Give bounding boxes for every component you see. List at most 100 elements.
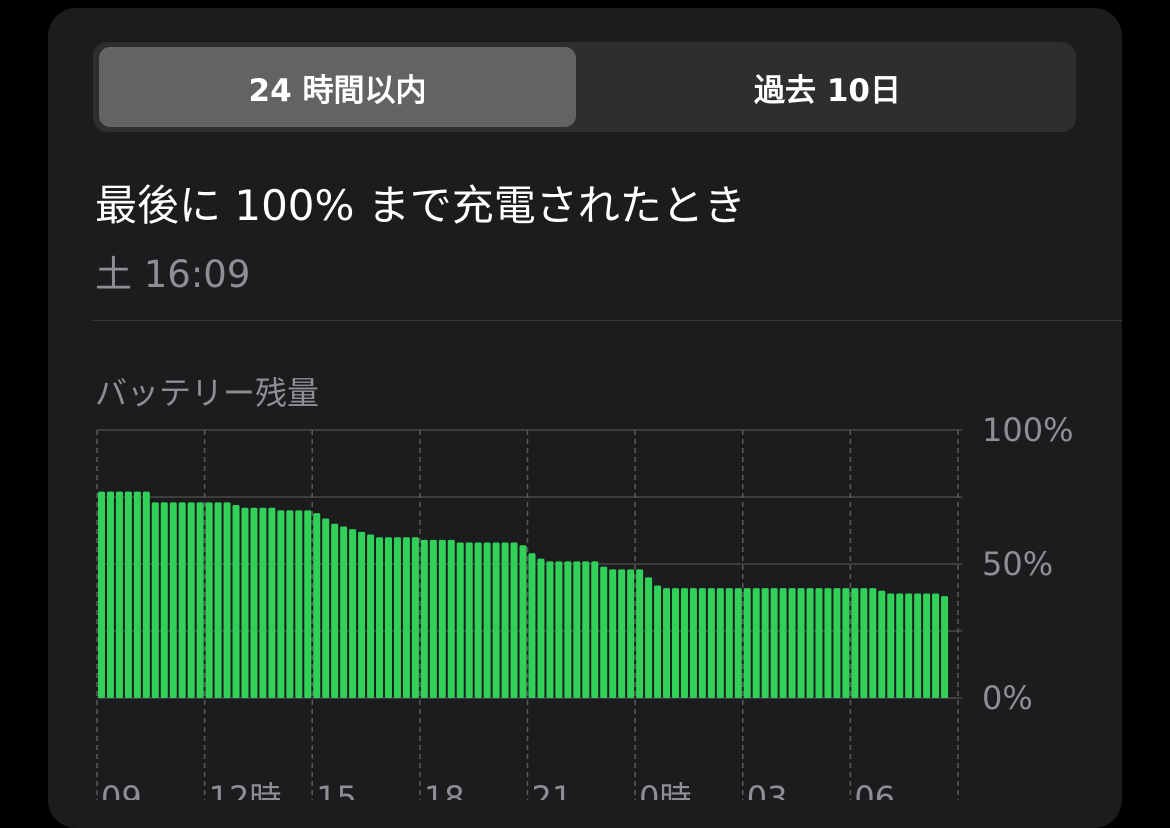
bar [878,590,886,698]
bar [304,510,312,698]
bar [124,491,132,698]
bar [483,542,491,698]
bar [340,526,348,698]
bar [887,593,895,698]
bar [932,593,940,698]
bar [573,561,581,698]
bar [752,588,760,698]
x-tick-label: 0時 [639,779,691,800]
bar [474,542,482,698]
bar [376,537,384,698]
bar [331,523,339,698]
bar [833,588,841,698]
bar [779,588,787,698]
x-tick-label: 21 [532,779,573,800]
bar [133,491,141,698]
bar [788,588,796,698]
bar [465,542,473,698]
bar [223,502,231,698]
bar [429,539,437,698]
x-tick-label: 12時 [209,779,282,800]
bar [869,588,877,698]
bar [905,593,913,698]
bar [349,529,357,698]
bar [97,491,105,698]
bar [358,531,366,698]
bar [241,507,249,698]
bar [187,502,195,698]
bar [313,513,321,698]
bar [707,588,715,698]
bar [851,588,859,698]
bar [322,518,330,698]
bar [600,566,608,698]
bar [914,593,922,698]
bar [115,491,123,698]
x-tick-label: 15 [316,779,357,800]
bar [627,569,635,698]
bar [510,542,518,698]
bar [519,545,527,698]
bar [196,502,204,698]
segment-option[interactable]: 24 時間以内 [99,47,576,127]
bar [761,588,769,698]
bar [663,588,671,698]
last-charge-time: 土 16:09 [95,253,251,296]
bar [277,510,285,698]
bar [411,537,419,698]
y-tick-label: 100% [982,411,1073,449]
bar [106,491,114,698]
bar [259,507,267,698]
last-charge-title: 最後に 100% まで充電されたとき [95,181,746,230]
page: 24 時間以内 過去 10日 最後に 100% まで充電されたとき 土 16:09… [48,8,1122,828]
bar [295,510,303,698]
bar [402,537,410,698]
bar [555,561,563,698]
bar [456,542,464,698]
bar [178,502,186,698]
bar [842,588,850,698]
bar [142,491,150,698]
bar [546,561,554,698]
separator [93,320,1122,321]
bar [447,539,455,698]
bar [716,588,724,698]
bar [250,507,258,698]
bar [438,539,446,698]
bar [160,502,168,698]
chart-title: バッテリー残量 [95,374,319,412]
x-tick-label: 06 [854,779,895,800]
bar [654,585,662,698]
bar [734,588,742,698]
bar [537,558,545,698]
bar [698,588,706,698]
bar [725,588,733,698]
bar [636,569,644,698]
bar [743,588,751,698]
bar [618,569,626,698]
bar [689,588,697,698]
segmented-control: 24 時間以内 過去 10日 [93,42,1076,132]
bar [806,588,814,698]
y-tick-label: 0% [982,679,1033,717]
bar [797,588,805,698]
bar [896,593,904,698]
y-tick-label: 50% [982,545,1053,583]
bar [941,596,949,698]
bar [232,505,240,698]
bar [420,539,428,698]
bar [384,537,392,698]
bar [268,507,276,698]
bar [564,561,572,698]
x-tick-label: 03 [747,779,788,800]
bar [367,534,375,698]
bar [591,561,599,698]
bar [501,542,509,698]
segment-option[interactable]: 過去 10日 [754,72,901,109]
bar [582,561,590,698]
bar [492,542,500,698]
bar [609,569,617,698]
x-tick-label: 18 [424,779,465,800]
chart: バッテリー残量 0% 50% 100% 09 12時 15 18 21 0時 03 06 [95,374,1073,800]
bar [205,502,213,698]
